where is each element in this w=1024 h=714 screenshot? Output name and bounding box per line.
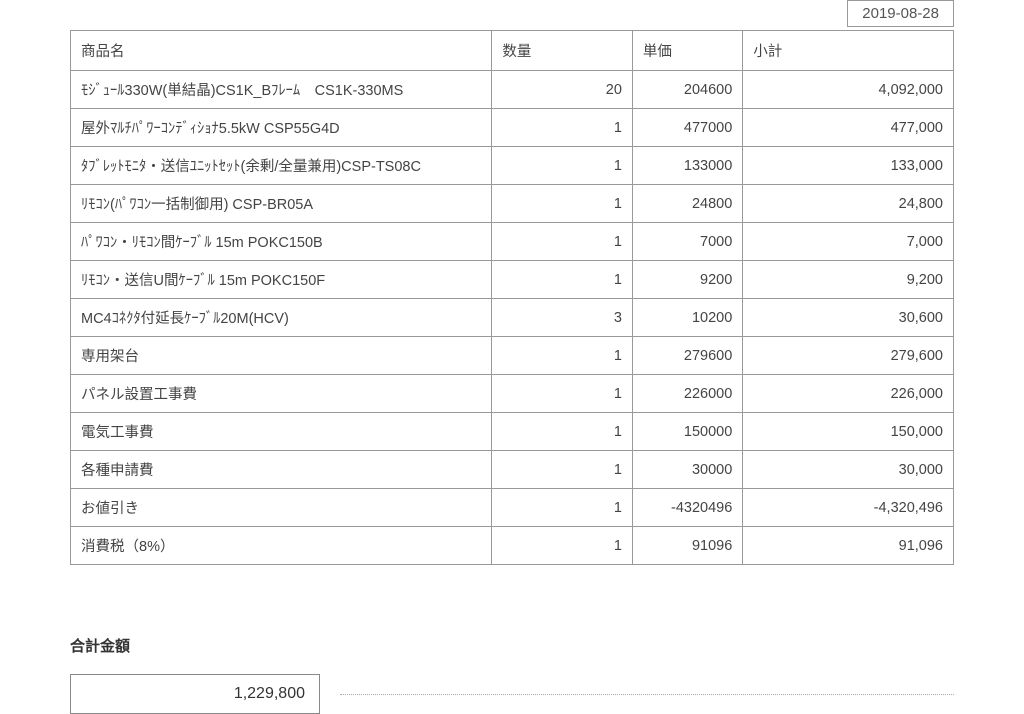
table-row: 消費税（8%）19109691,096 <box>71 527 954 565</box>
cell-subtotal: -4,320,496 <box>743 489 954 527</box>
cell-subtotal: 226,000 <box>743 375 954 413</box>
cell-subtotal: 24,800 <box>743 185 954 223</box>
table-row: ﾀﾌﾞﾚｯﾄﾓﾆﾀ・送信ﾕﾆｯﾄｾｯﾄ(余剰/全量兼用)CSP-TS08C113… <box>71 147 954 185</box>
cell-subtotal: 279,600 <box>743 337 954 375</box>
cell-qty: 1 <box>492 185 632 223</box>
cell-subtotal: 91,096 <box>743 527 954 565</box>
table-row: お値引き1-4320496-4,320,496 <box>71 489 954 527</box>
total-dotted-line <box>340 694 954 695</box>
cell-unit: -4320496 <box>632 489 742 527</box>
table-row: ﾘﾓｺﾝ(ﾊﾟﾜｺﾝ一括制御用) CSP-BR05A12480024,800 <box>71 185 954 223</box>
cell-unit: 477000 <box>632 109 742 147</box>
cell-unit: 150000 <box>632 413 742 451</box>
cell-subtotal: 133,000 <box>743 147 954 185</box>
cell-unit: 204600 <box>632 71 742 109</box>
items-table: 商品名 数量 単価 小計 ﾓｼﾞｭｰﾙ330W(単結晶)CS1K_Bﾌﾚｰﾑ C… <box>70 30 954 565</box>
col-header-name: 商品名 <box>71 31 492 71</box>
cell-subtotal: 30,600 <box>743 299 954 337</box>
cell-subtotal: 4,092,000 <box>743 71 954 109</box>
cell-unit: 30000 <box>632 451 742 489</box>
cell-unit: 24800 <box>632 185 742 223</box>
cell-unit: 133000 <box>632 147 742 185</box>
cell-unit: 10200 <box>632 299 742 337</box>
cell-name: 各種申請費 <box>71 451 492 489</box>
cell-name: ﾊﾟﾜｺﾝ・ﾘﾓｺﾝ間ｹｰﾌﾞﾙ 15m POKC150B <box>71 223 492 261</box>
total-row: 1,229,800 <box>70 674 954 714</box>
cell-name: 消費税（8%） <box>71 527 492 565</box>
cell-unit: 9200 <box>632 261 742 299</box>
cell-unit: 279600 <box>632 337 742 375</box>
table-row: 屋外ﾏﾙﾁﾊﾟﾜｰｺﾝﾃﾞｨｼｮﾅ5.5kW CSP55G4D147700047… <box>71 109 954 147</box>
cell-subtotal: 9,200 <box>743 261 954 299</box>
cell-name: お値引き <box>71 489 492 527</box>
table-header-row: 商品名 数量 単価 小計 <box>71 31 954 71</box>
table-row: パネル設置工事費1226000226,000 <box>71 375 954 413</box>
date-text: 2019-08-28 <box>862 5 939 22</box>
cell-subtotal: 150,000 <box>743 413 954 451</box>
table-row: MC4ｺﾈｸﾀ付延長ｹｰﾌﾞﾙ20M(HCV)31020030,600 <box>71 299 954 337</box>
cell-qty: 20 <box>492 71 632 109</box>
cell-qty: 1 <box>492 451 632 489</box>
col-header-qty: 数量 <box>492 31 632 71</box>
cell-name: ﾓｼﾞｭｰﾙ330W(単結晶)CS1K_Bﾌﾚｰﾑ CS1K-330MS <box>71 71 492 109</box>
cell-name: ﾘﾓｺﾝ(ﾊﾟﾜｺﾝ一括制御用) CSP-BR05A <box>71 185 492 223</box>
table-row: ﾓｼﾞｭｰﾙ330W(単結晶)CS1K_Bﾌﾚｰﾑ CS1K-330MS2020… <box>71 71 954 109</box>
cell-name: パネル設置工事費 <box>71 375 492 413</box>
cell-unit: 7000 <box>632 223 742 261</box>
cell-name: MC4ｺﾈｸﾀ付延長ｹｰﾌﾞﾙ20M(HCV) <box>71 299 492 337</box>
cell-subtotal: 30,000 <box>743 451 954 489</box>
cell-qty: 1 <box>492 147 632 185</box>
total-section: 合計金額 1,229,800 <box>70 635 954 714</box>
items-table-wrap: 商品名 数量 単価 小計 ﾓｼﾞｭｰﾙ330W(単結晶)CS1K_Bﾌﾚｰﾑ C… <box>70 30 954 565</box>
cell-name: 屋外ﾏﾙﾁﾊﾟﾜｰｺﾝﾃﾞｨｼｮﾅ5.5kW CSP55G4D <box>71 109 492 147</box>
cell-qty: 1 <box>492 413 632 451</box>
table-row: 専用架台1279600279,600 <box>71 337 954 375</box>
cell-qty: 1 <box>492 375 632 413</box>
cell-qty: 1 <box>492 261 632 299</box>
cell-qty: 3 <box>492 299 632 337</box>
cell-name: ﾀﾌﾞﾚｯﾄﾓﾆﾀ・送信ﾕﾆｯﾄｾｯﾄ(余剰/全量兼用)CSP-TS08C <box>71 147 492 185</box>
table-row: 各種申請費13000030,000 <box>71 451 954 489</box>
cell-name: 電気工事費 <box>71 413 492 451</box>
cell-qty: 1 <box>492 489 632 527</box>
table-row: 電気工事費1150000150,000 <box>71 413 954 451</box>
cell-qty: 1 <box>492 109 632 147</box>
total-label: 合計金額 <box>70 635 954 656</box>
table-row: ﾊﾟﾜｺﾝ・ﾘﾓｺﾝ間ｹｰﾌﾞﾙ 15m POKC150B170007,000 <box>71 223 954 261</box>
cell-subtotal: 477,000 <box>743 109 954 147</box>
date-box: 2019-08-28 <box>847 0 954 27</box>
col-header-unit: 単価 <box>632 31 742 71</box>
total-value: 1,229,800 <box>234 685 305 702</box>
cell-qty: 1 <box>492 527 632 565</box>
cell-unit: 91096 <box>632 527 742 565</box>
cell-qty: 1 <box>492 337 632 375</box>
total-value-box: 1,229,800 <box>70 674 320 714</box>
cell-unit: 226000 <box>632 375 742 413</box>
cell-subtotal: 7,000 <box>743 223 954 261</box>
cell-name: ﾘﾓｺﾝ・送信U間ｹｰﾌﾞﾙ 15m POKC150F <box>71 261 492 299</box>
col-header-subtotal: 小計 <box>743 31 954 71</box>
cell-qty: 1 <box>492 223 632 261</box>
cell-name: 専用架台 <box>71 337 492 375</box>
table-row: ﾘﾓｺﾝ・送信U間ｹｰﾌﾞﾙ 15m POKC150F192009,200 <box>71 261 954 299</box>
